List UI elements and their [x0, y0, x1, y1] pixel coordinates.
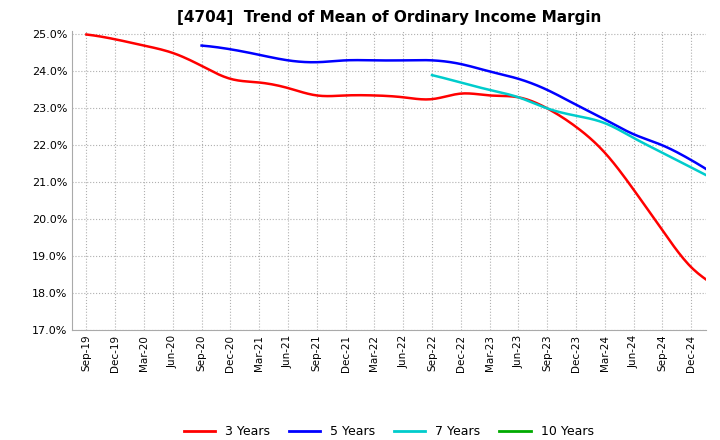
Line: 3 Years: 3 Years: [86, 34, 720, 324]
5 Years: [557, 95, 566, 100]
7 Years: [604, 122, 613, 127]
Legend: 3 Years, 5 Years, 7 Years, 10 Years: 3 Years, 5 Years, 7 Years, 10 Years: [179, 420, 598, 440]
7 Years: [689, 166, 698, 171]
3 Years: [523, 97, 531, 102]
7 Years: [428, 73, 436, 78]
7 Years: [599, 120, 608, 125]
5 Years: [199, 43, 208, 48]
5 Years: [555, 93, 564, 99]
5 Years: [567, 100, 576, 105]
5 Years: [707, 170, 716, 175]
3 Years: [689, 267, 698, 272]
Line: 5 Years: 5 Years: [202, 46, 720, 228]
7 Years: [428, 73, 437, 78]
7 Years: [716, 180, 720, 185]
3 Years: [510, 94, 519, 99]
3 Years: [82, 32, 91, 37]
7 Years: [670, 156, 679, 161]
3 Years: [84, 32, 93, 37]
7 Years: [598, 120, 607, 125]
5 Years: [197, 43, 206, 48]
3 Years: [508, 94, 517, 99]
Line: 7 Years: 7 Years: [432, 75, 720, 182]
Title: [4704]  Trend of Mean of Ordinary Income Margin: [4704] Trend of Mean of Ordinary Income …: [176, 11, 601, 26]
